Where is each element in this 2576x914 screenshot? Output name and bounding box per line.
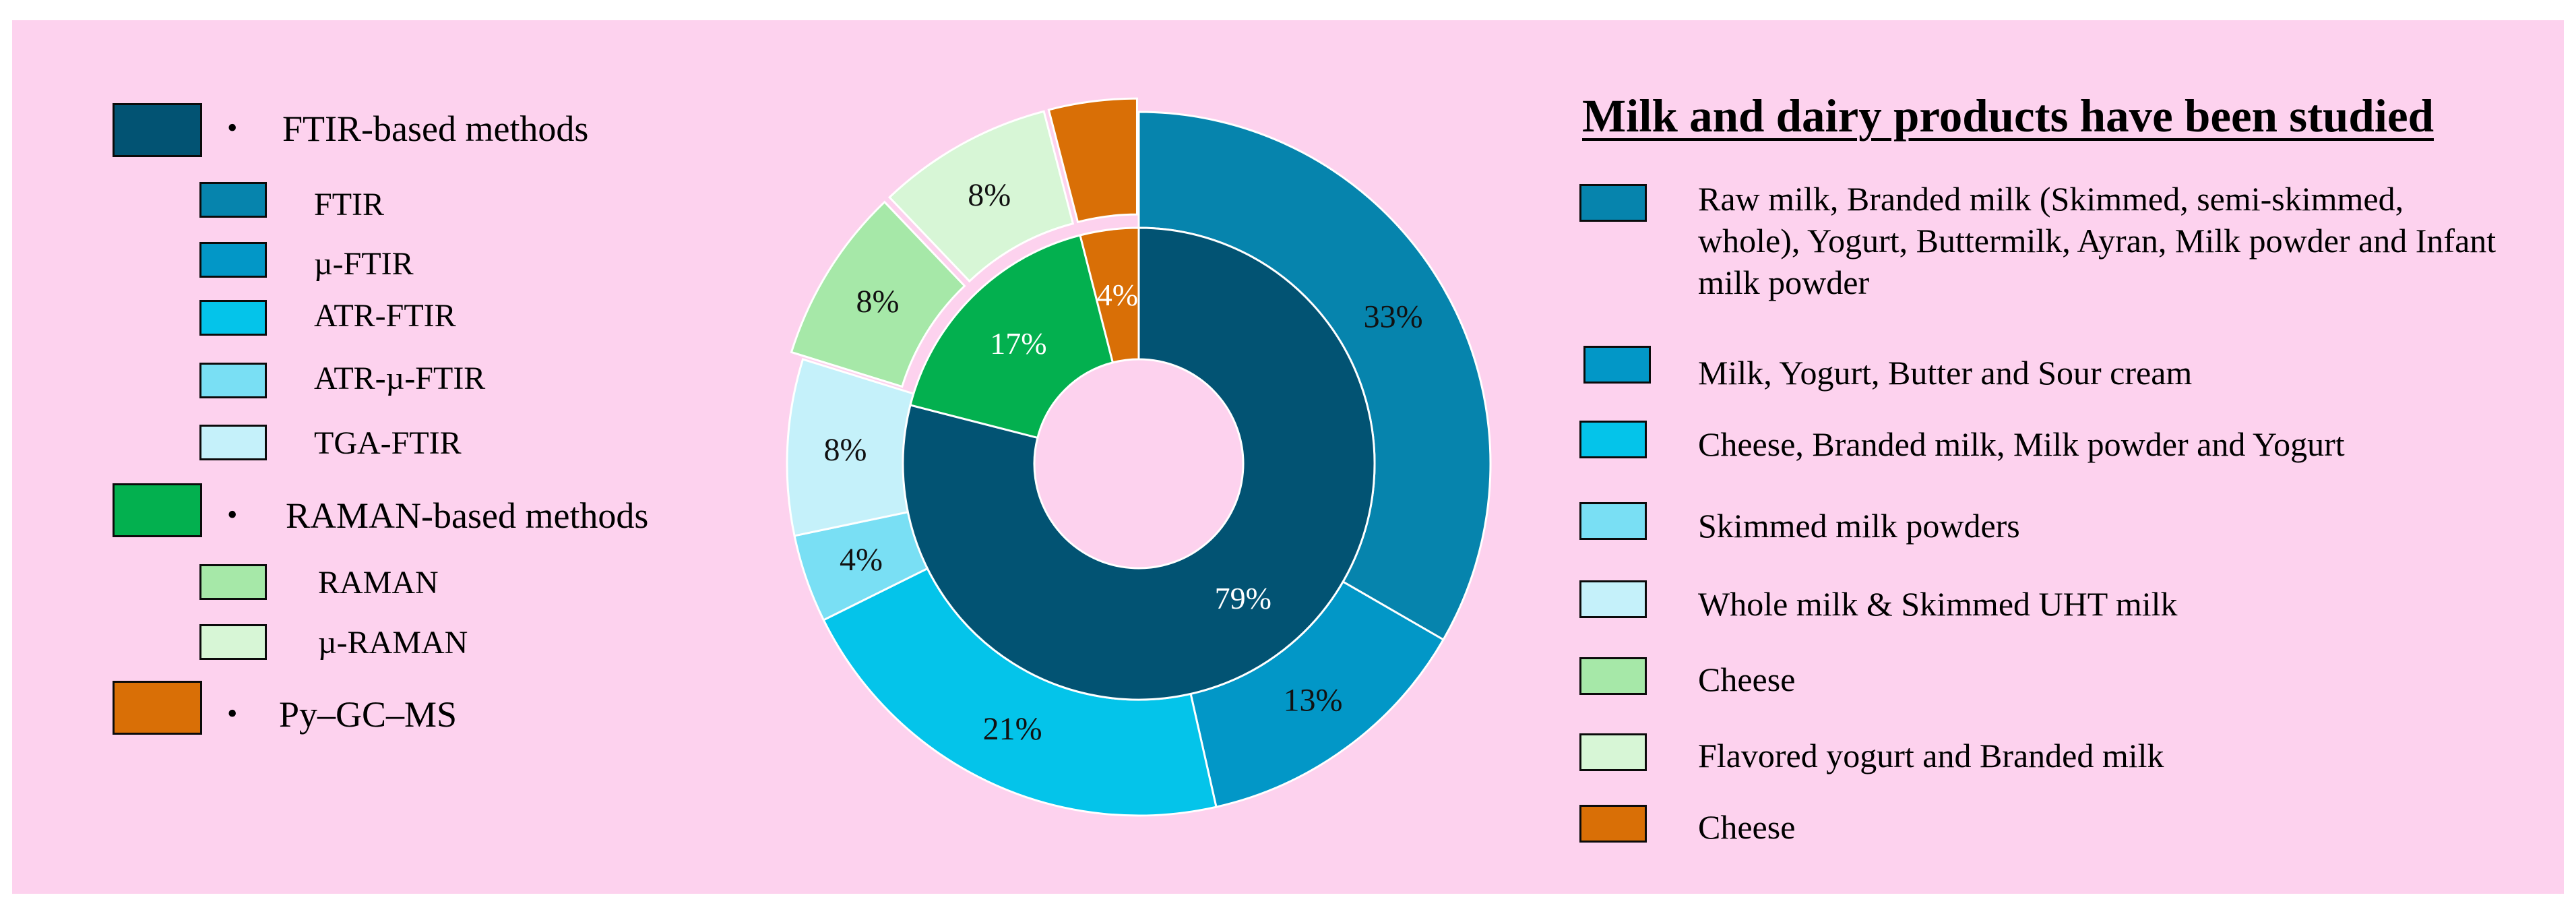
outer-label-mu-raman: 8% <box>968 177 1011 213</box>
product-label-raman: Cheese <box>1698 661 1796 698</box>
legend-bullet: • <box>227 111 238 144</box>
inner-label-py-gc-ms: 4% <box>1097 278 1138 312</box>
product-swatch-mu-ftir <box>1583 346 1651 384</box>
legend-label-pygcms: Py–GC–MS <box>279 694 458 735</box>
product-label-ftir: Raw milk, Branded milk (Skimmed, semi-sk… <box>1698 180 2496 301</box>
product-swatch-raman <box>1579 657 1647 695</box>
legend-swatch-mu-ftir <box>199 242 267 278</box>
legend-swatch-mu-raman <box>199 624 267 660</box>
legend-swatch-ftir-group <box>113 103 202 157</box>
product-label-atr-ftir: Cheese, Branded milk, Milk powder and Yo… <box>1698 425 2345 463</box>
product-label-tga-ftir: Whole milk & Skimmed UHT milk <box>1698 585 2178 623</box>
legend-swatch-pygcms-group <box>113 681 202 735</box>
legend-swatch-tga-ftir <box>199 425 267 460</box>
inner-slice-py-gc-ms <box>1079 226 1140 364</box>
legend-label-atr-ftir: ATR-FTIR <box>314 298 456 334</box>
chart-labels: 33% 13% 21% 4% 8% 8% 8% 79% 17% 4% <box>824 177 1423 747</box>
inner-label-ftir-based-methods: 79% <box>1215 581 1271 615</box>
legend-label-raman-group: RAMAN-based methods <box>286 495 649 536</box>
outer-label-tga-ftir: 8% <box>824 432 867 468</box>
legend-products-title: Milk and dairy products have been studie… <box>1582 90 2434 142</box>
legend-label-mu-ftir: µ-FTIR <box>314 246 414 282</box>
outer-slice-raman <box>790 200 966 388</box>
inner-label-raman-based-methods: 17% <box>990 326 1046 361</box>
legend-label-ftir-group: FTIR-based methods <box>282 109 589 149</box>
outer-label-mu-ftir: 13% <box>1284 683 1343 719</box>
inner-ring <box>902 226 1376 701</box>
legend-swatch-raman-group <box>113 483 202 537</box>
legend-label-atr-mu-ftir: ATR-µ-FTIR <box>314 361 486 396</box>
outer-label-raman: 8% <box>856 284 900 319</box>
legend-swatch-ftir <box>199 182 267 218</box>
product-swatch-mu-raman <box>1579 733 1647 771</box>
legend-bullet: • <box>227 697 238 730</box>
outer-slice-mu-raman <box>887 110 1075 283</box>
inner-slice-ftir-based-methods <box>902 226 1376 701</box>
product-label-pygcms: Cheese <box>1698 808 1796 846</box>
legend-label-tga-ftir: TGA-FTIR <box>314 425 462 461</box>
product-label-mu-raman: Flavored yogurt and Branded milk <box>1698 737 2164 774</box>
outer-label-atr-mu-ftir: 4% <box>840 542 883 578</box>
legend-label-mu-raman: µ-RAMAN <box>318 625 468 661</box>
product-label-mu-ftir: Milk, Yogurt, Butter and Sour cream <box>1698 354 2193 392</box>
legend-swatch-raman <box>199 564 267 600</box>
product-label-atr-mu-ftir: Skimmed milk powders <box>1698 507 2020 545</box>
legend-bullet: • <box>227 498 238 531</box>
product-swatch-atr-ftir <box>1579 421 1647 458</box>
outer-label-atr-ftir: 21% <box>983 711 1042 747</box>
inner-slice-raman-based-methods <box>909 234 1114 439</box>
product-swatch-atr-mu-ftir <box>1579 502 1647 540</box>
legend-swatch-atr-mu-ftir <box>199 363 267 398</box>
legend-label-raman: RAMAN <box>318 565 439 601</box>
outer-ring <box>786 97 1492 817</box>
outer-label-ftir: 33% <box>1364 299 1423 335</box>
legend-swatch-atr-ftir <box>199 300 267 336</box>
product-swatch-ftir <box>1579 184 1647 222</box>
product-swatch-tga-ftir <box>1579 580 1647 618</box>
legend-label-ftir: FTIR <box>314 187 385 222</box>
outer-slice-py-gc-ms <box>1047 97 1138 224</box>
product-swatch-pygcms <box>1579 805 1647 843</box>
